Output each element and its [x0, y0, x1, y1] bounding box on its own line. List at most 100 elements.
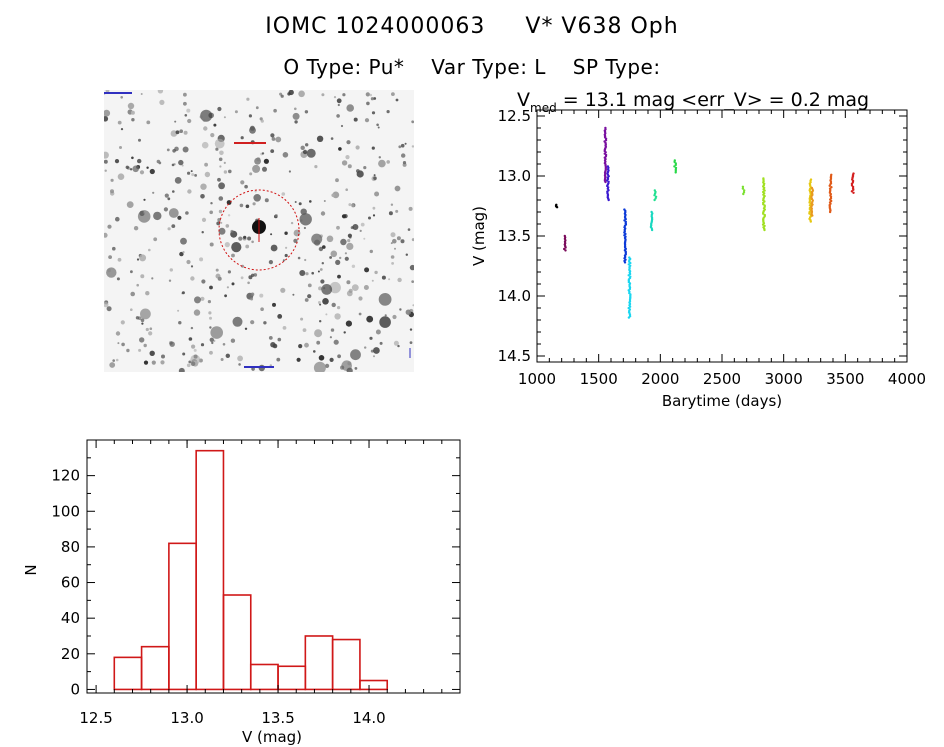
- field-star: [182, 251, 185, 254]
- field-star: [230, 229, 234, 234]
- target-label-mark: [234, 142, 266, 144]
- field-star: [320, 279, 325, 284]
- object-type: O Type: Pu*: [283, 55, 405, 79]
- field-star: [318, 355, 325, 361]
- field-star: [358, 312, 362, 316]
- field-star: [277, 337, 282, 342]
- field-star: [104, 159, 108, 164]
- field-star: [183, 92, 187, 97]
- field-star: [358, 296, 363, 301]
- lc-point: [674, 171, 677, 174]
- field-star: [388, 211, 393, 216]
- field-star: [177, 215, 182, 220]
- field-star: [159, 99, 165, 105]
- field-star: [306, 148, 316, 158]
- field-star: [264, 198, 269, 203]
- field-star: [346, 242, 354, 250]
- field-star: [167, 227, 171, 231]
- field-star: [172, 149, 176, 153]
- field-star: [329, 336, 332, 339]
- field-star: [136, 283, 139, 287]
- field-star: [143, 198, 146, 201]
- field-star: [209, 326, 212, 329]
- lc-xtick-label: 4000: [888, 370, 926, 388]
- field-star: [316, 340, 321, 345]
- field-star: [366, 101, 370, 106]
- lc-point: [809, 220, 812, 223]
- field-star: [326, 235, 334, 243]
- field-star: [309, 200, 312, 203]
- field-star: [347, 164, 352, 169]
- field-star: [224, 242, 230, 248]
- field-star: [139, 254, 147, 262]
- field-star: [246, 97, 250, 101]
- field-star: [311, 271, 314, 275]
- field-star: [219, 165, 222, 168]
- field-star: [209, 316, 212, 320]
- hist-xtick-label: 14.0: [352, 709, 385, 727]
- field-star: [325, 363, 330, 368]
- field-star: [186, 259, 191, 265]
- field-star: [399, 308, 402, 311]
- field-star: [249, 172, 253, 176]
- field-star: [354, 367, 358, 370]
- field-star: [244, 327, 248, 330]
- field-star: [237, 355, 244, 362]
- field-star: [268, 336, 273, 340]
- lc-ytick-label: 12.5: [498, 107, 531, 125]
- field-star: [184, 114, 188, 117]
- field-star: [190, 276, 195, 281]
- lightcurve-frame: [536, 109, 908, 363]
- field-star: [136, 258, 140, 261]
- field-star: [369, 93, 373, 97]
- field-star: [333, 339, 339, 345]
- field-star: [238, 363, 241, 366]
- field-star: [218, 209, 223, 214]
- field-star: [321, 262, 324, 265]
- field-star: [166, 148, 170, 152]
- field-star: [373, 176, 377, 180]
- field-star: [336, 98, 342, 104]
- lc-ytick-label: 13.5: [498, 227, 531, 245]
- field-star: [238, 236, 243, 241]
- field-star: [277, 314, 283, 319]
- field-star: [252, 202, 256, 206]
- field-star: [270, 149, 275, 153]
- field-star: [347, 239, 351, 243]
- field-star: [213, 123, 217, 127]
- histogram-bar: [249, 663, 279, 691]
- field-star: [143, 343, 147, 348]
- histogram-xlabel: V (mag): [242, 728, 302, 746]
- field-star: [398, 145, 402, 149]
- field-star: [209, 242, 214, 247]
- field-star: [407, 228, 411, 231]
- field-star: [201, 231, 204, 234]
- histogram-bar: [277, 665, 307, 691]
- field-star: [127, 102, 135, 110]
- field-star: [188, 337, 193, 341]
- lc-point: [605, 179, 609, 182]
- field-star: [333, 96, 337, 99]
- field-star: [191, 344, 196, 349]
- histogram-bar: [331, 638, 361, 691]
- field-star: [187, 118, 192, 124]
- field-star: [273, 108, 277, 113]
- lc-point: [650, 228, 654, 232]
- field-star: [223, 161, 226, 164]
- field-star: [364, 346, 367, 349]
- lightcurve-chart: Vmed = 13.1 mag <err_V> = 0.2 mag 1000 15…: [470, 89, 926, 410]
- field-star: [149, 350, 155, 356]
- field-star: [241, 264, 245, 268]
- field-star: [149, 168, 155, 175]
- field-star: [298, 344, 303, 349]
- field-star: [148, 248, 151, 252]
- field-star: [253, 273, 258, 277]
- field-star: [314, 329, 323, 338]
- field-star: [210, 202, 213, 205]
- field-star: [252, 367, 255, 371]
- histogram-bar: [359, 679, 389, 691]
- field-star: [107, 224, 112, 229]
- field-star: [146, 120, 151, 125]
- field-star: [395, 209, 399, 213]
- field-star: [300, 145, 305, 150]
